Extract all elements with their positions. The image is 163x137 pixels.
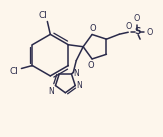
Text: S: S [134,27,141,36]
Text: O: O [134,14,140,23]
Text: O: O [88,61,94,70]
Text: Cl: Cl [10,67,18,76]
Text: Cl: Cl [38,12,47,21]
Text: O: O [126,22,132,31]
Text: O: O [147,28,153,37]
Text: O: O [90,25,96,33]
Text: N: N [48,87,54,96]
Text: N: N [73,69,79,78]
Text: N: N [77,81,82,90]
